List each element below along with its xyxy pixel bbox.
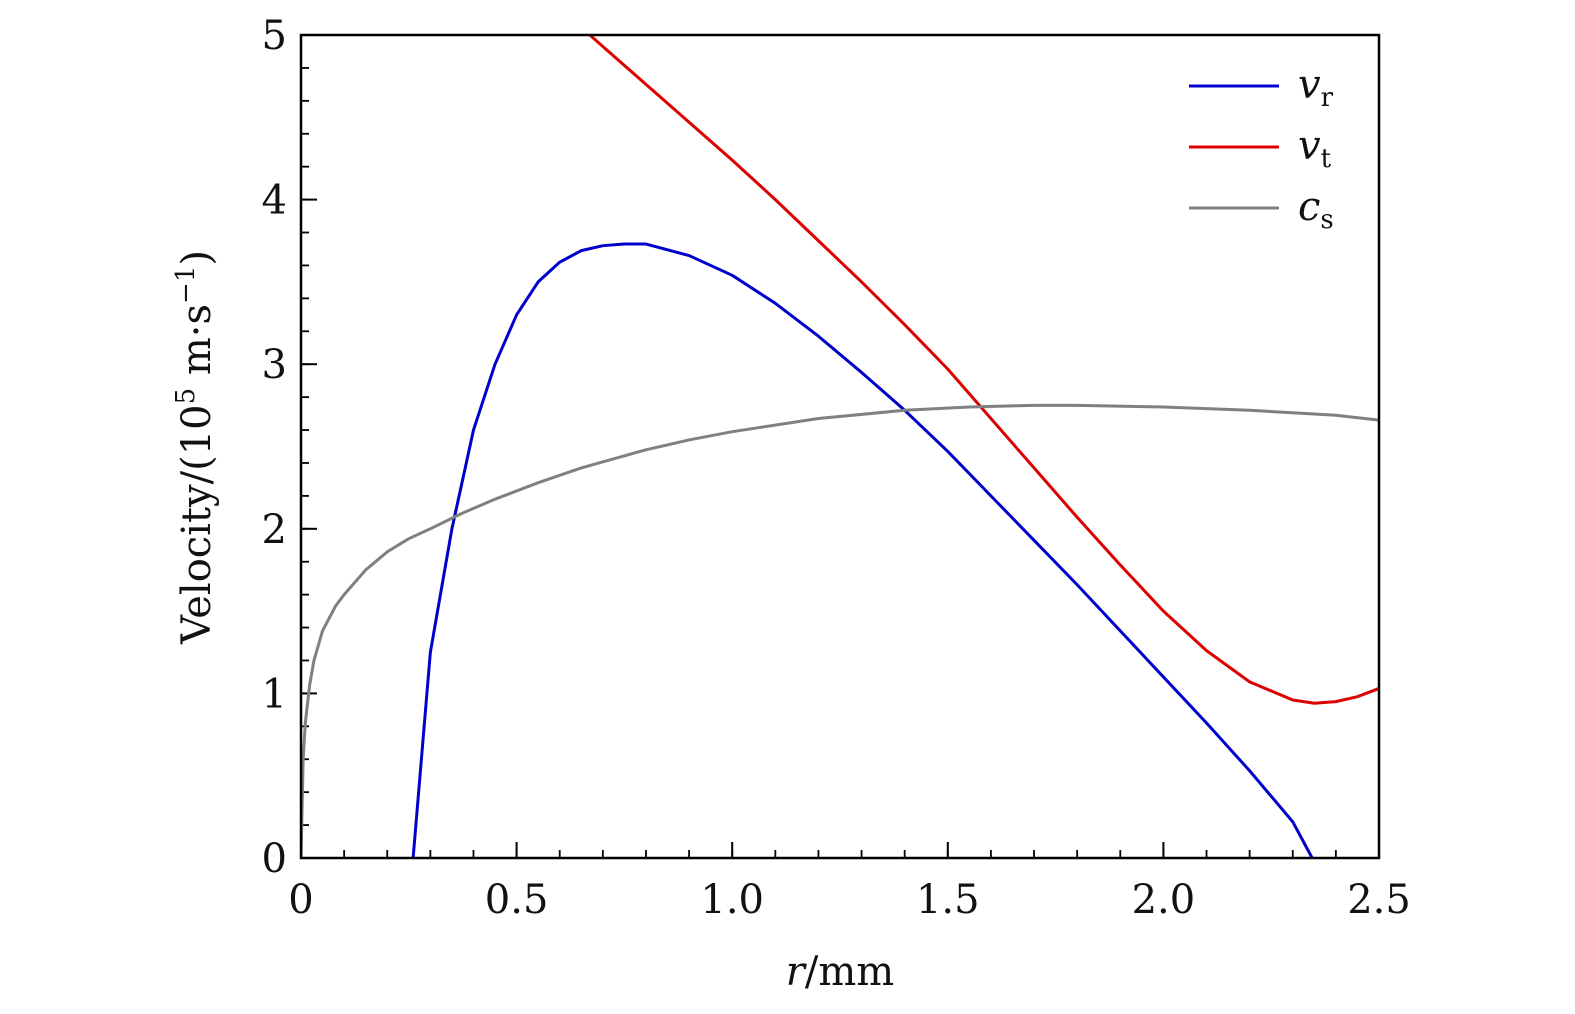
- legend-label-v-r: vr: [1298, 62, 1334, 113]
- x-tick-label: 1.0: [700, 877, 764, 923]
- x-axis-unit: /mm: [805, 949, 894, 995]
- series-line-v-r: [411, 242, 1314, 858]
- y-axis-label-close: ): [174, 250, 220, 266]
- y-axis-label-unit: m·s: [174, 304, 220, 388]
- x-tick-label: 2.0: [1132, 877, 1196, 923]
- series-line-c-s: [301, 403, 1379, 858]
- x-tick-label: 0: [288, 877, 313, 923]
- y-tick-label: 3: [262, 342, 287, 388]
- legend-label-v-t: vt: [1298, 123, 1332, 174]
- y-tick-labels: 0 1 2 3 4 5: [262, 13, 287, 882]
- y-axis-label-unit-exp: −1: [171, 266, 201, 304]
- plot-frame: [299, 33, 1381, 860]
- series-line-v-t: [588, 35, 1379, 705]
- series-layer: [301, 35, 1379, 858]
- y-axis-label-exp: 5: [171, 388, 201, 405]
- y-axis-title: Velocity/(105 m·s−1): [171, 250, 220, 645]
- x-axis-variable: r: [786, 949, 808, 995]
- y-tick-label: 2: [262, 507, 287, 553]
- y-tick-label: 5: [262, 13, 287, 59]
- legend: vr vt cs: [1189, 62, 1334, 235]
- x-tick-label: 1.5: [916, 877, 980, 923]
- x-tick-label: 0.5: [485, 877, 549, 923]
- y-tick-label: 0: [262, 836, 287, 882]
- y-tick-label: 1: [262, 671, 287, 717]
- x-axis-title: r/mm: [786, 949, 894, 995]
- legend-label-c-s: cs: [1298, 184, 1334, 235]
- x-tick-label: 2.5: [1347, 877, 1411, 923]
- x-tick-labels: 0 0.5 1.0 1.5 2.0 2.5: [288, 877, 1411, 923]
- y-axis-label-main: Velocity/(10: [174, 404, 220, 645]
- y-tick-label: 4: [262, 178, 287, 224]
